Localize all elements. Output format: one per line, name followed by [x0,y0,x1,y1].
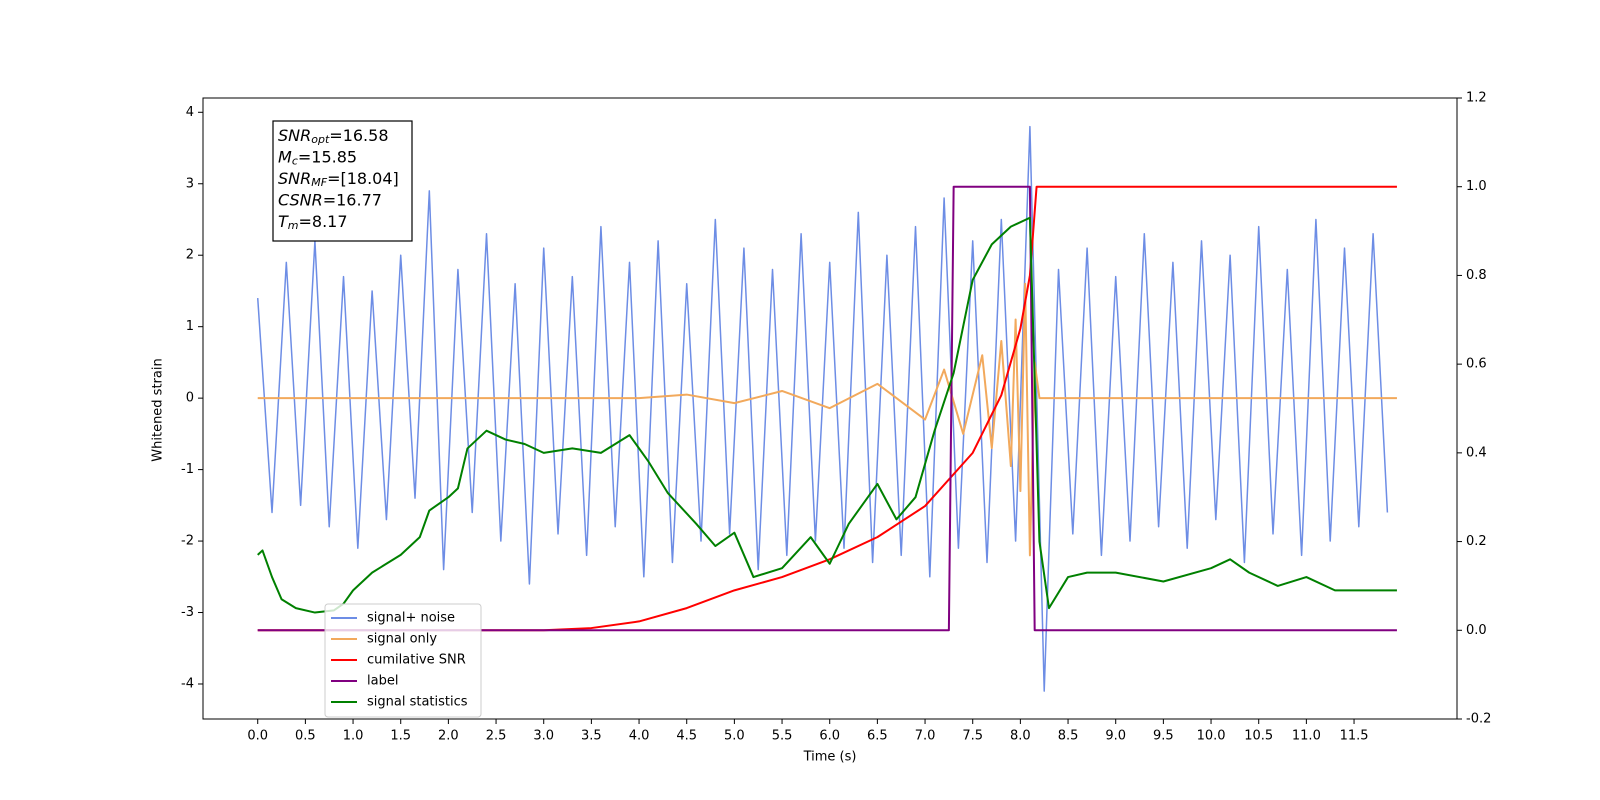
x-tick-label: 7.5 [962,729,983,744]
x-tick-label: 2.5 [486,729,507,744]
y-tick-label: 2 [186,248,194,263]
y-axis-label: Whitened strain [151,358,166,461]
annotation-value: =16.58 [329,126,388,145]
annotation-subscript: opt [311,133,330,146]
y2-tick-label: 1.0 [1466,179,1487,194]
x-tick-label: 7.0 [915,729,936,744]
x-tick-label: 10.5 [1244,729,1273,744]
annotation: Tm=8.17 [278,212,348,233]
x-tick-label: 1.0 [343,729,364,744]
annotation-symbol: CSNR [278,190,323,209]
x-tick-label: 8.0 [1010,729,1031,744]
x-tick-label: 2.0 [438,729,459,744]
y-tick-label: 1 [186,319,194,334]
x-tick-label: 0.0 [247,729,268,744]
series-line [256,125,1389,692]
x-axis-label: Time (s) [803,750,857,765]
x-tick-label: 0.5 [295,729,316,744]
series-line [257,282,1397,557]
legend-label: signal statistics [367,695,468,710]
annotation-value: =[18.04] [327,169,399,188]
legend-label: label [367,674,398,689]
y2-tick-label: 0.4 [1466,445,1487,460]
y-tick-label: 4 [186,105,194,120]
legend-label: signal only [367,632,437,647]
legend-label: signal+ noise [367,611,455,626]
x-tick-label: 6.5 [867,729,888,744]
x-tick-label: 11.5 [1340,729,1369,744]
annotation-symbol: T [278,212,289,231]
x-tick-label: 9.0 [1105,729,1126,744]
y-tick-label: -3 [181,605,194,620]
annotation-symbol: SNR [278,169,311,188]
y-tick-label: 0 [186,391,194,406]
x-tick-label: 3.5 [581,729,602,744]
x-tick-label: 9.5 [1153,729,1174,744]
x-tick-label: 11.0 [1292,729,1321,744]
x-tick-label: 4.5 [676,729,697,744]
y2-tick-label: 0.2 [1466,534,1487,549]
series-line [257,216,1397,614]
x-tick-label: 6.0 [819,729,840,744]
annotation-symbol: SNR [278,126,311,145]
y2-tick-label: 0.0 [1466,623,1487,638]
x-tick-label: 5.5 [772,729,793,744]
y2-tick-label: 0.6 [1466,357,1487,372]
annotation-box [272,120,413,242]
annotation: SNRMF=[18.04] [278,169,399,190]
x-tick-label: 3.0 [533,729,554,744]
y-tick-label: 3 [186,176,194,191]
y-tick-label: -1 [181,462,194,477]
annotation-subscript: m [288,219,299,232]
y2-tick-label: -0.2 [1466,712,1491,727]
y-tick-label: -4 [181,676,194,691]
x-tick-label: 1.5 [390,729,411,744]
annotation-value: =8.17 [299,212,348,231]
annotation-subscript: c [292,155,298,168]
x-tick-label: 10.0 [1197,729,1226,744]
y2-tick-label: 0.8 [1466,268,1487,283]
annotation: SNRopt=16.58 [278,126,389,147]
annotation: CSNR=16.77 [278,190,382,209]
x-tick-label: 8.5 [1058,729,1079,744]
y2-tick-label: 1.2 [1466,91,1487,106]
series-line [257,185,1397,632]
annotation-subscript: MF [311,176,327,189]
series-line [257,185,1397,632]
y-tick-label: -2 [181,534,194,549]
legend-label: cumilative SNR [367,653,466,668]
x-tick-label: 5.0 [724,729,745,744]
annotation: Mc=15.85 [278,147,357,168]
annotation-value: =15.85 [298,147,357,166]
annotation-symbol: M [278,147,292,166]
annotation-value: =16.77 [323,190,382,209]
x-tick-label: 4.0 [629,729,650,744]
legend-box [324,603,482,718]
